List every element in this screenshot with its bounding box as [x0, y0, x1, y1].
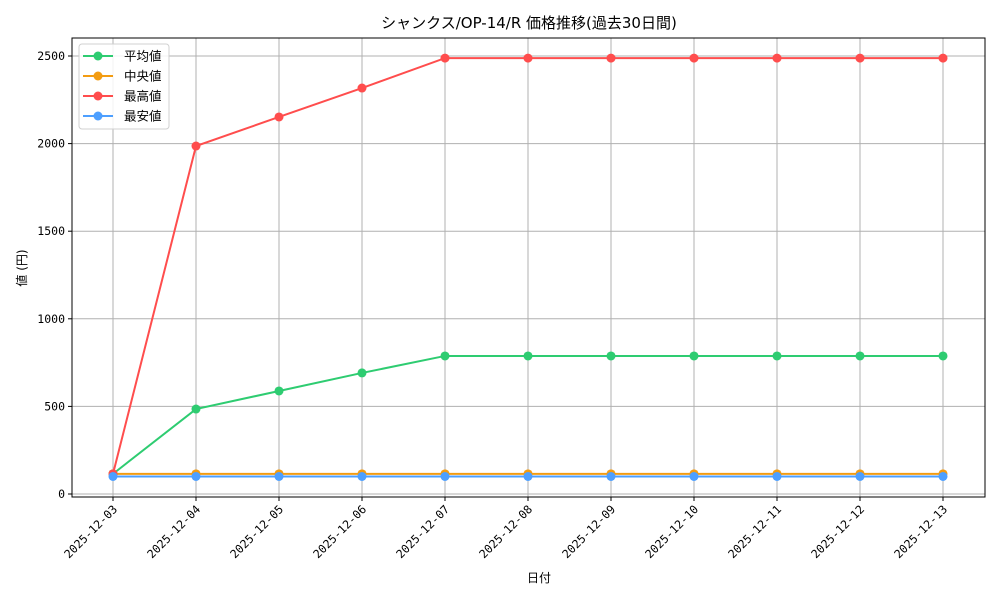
data-point [191, 471, 201, 481]
legend-marker-icon [93, 111, 103, 121]
data-point [772, 351, 782, 361]
series-3 [108, 471, 948, 481]
data-point [357, 83, 367, 93]
x-axis-label: 日付 [527, 571, 551, 585]
y-tick-label: 1500 [37, 224, 65, 238]
x-tick-label: 2025-12-11 [725, 502, 784, 561]
legend-label: 平均値 [124, 49, 162, 64]
data-point [772, 53, 782, 63]
x-tick-label: 2025-12-04 [144, 502, 203, 561]
y-tick-label: 500 [44, 399, 65, 413]
chart-title: シャンクス/OP-14/R 価格推移(過去30日間) [381, 14, 677, 32]
data-point [938, 351, 948, 361]
x-tick-label: 2025-12-05 [227, 502, 286, 561]
data-point [357, 368, 367, 378]
x-tick-label: 2025-12-10 [642, 502, 701, 561]
x-tick-label: 2025-12-09 [559, 502, 618, 561]
data-point [689, 351, 699, 361]
x-tick-label: 2025-12-06 [310, 502, 369, 561]
data-point [440, 471, 450, 481]
data-point [191, 141, 201, 151]
x-tick-label: 2025-12-08 [476, 502, 535, 561]
data-point [440, 351, 450, 361]
x-tick-label: 2025-12-07 [393, 502, 452, 561]
legend-item: 中央値 [83, 69, 162, 84]
legend-item: 最安値 [83, 109, 162, 124]
data-point [606, 53, 616, 63]
y-tick-label: 1000 [37, 312, 65, 326]
data-point [938, 471, 948, 481]
data-point [523, 351, 533, 361]
data-point [772, 471, 782, 481]
data-point [523, 53, 533, 63]
legend-marker-icon [93, 91, 103, 101]
legend-marker-icon [93, 51, 103, 61]
data-point [689, 471, 699, 481]
legend-label: 最安値 [124, 109, 162, 124]
data-point [440, 53, 450, 63]
data-point [274, 471, 284, 481]
legend-item: 最高値 [83, 89, 162, 104]
data-series [108, 53, 948, 481]
data-point [855, 471, 865, 481]
x-axis: 2025-12-03 2025-12-04 2025-12-05 2025-12-06… [61, 497, 950, 561]
data-point [938, 53, 948, 63]
data-point [523, 471, 533, 481]
legend-label: 中央値 [124, 69, 162, 84]
data-point [357, 471, 367, 481]
y-tick-label: 0 [58, 487, 65, 501]
y-axis-label: 値 (円) [14, 249, 29, 286]
legend-marker-icon [93, 71, 103, 81]
y-tick-label: 2000 [37, 137, 65, 151]
data-point [689, 53, 699, 63]
x-tick-label: 2025-12-03 [61, 502, 120, 561]
legend-item: 平均値 [83, 49, 162, 64]
x-tick-label: 2025-12-12 [808, 502, 867, 561]
x-tick-label: 2025-12-13 [891, 502, 950, 561]
data-point [855, 351, 865, 361]
data-point [191, 404, 201, 414]
data-point [108, 471, 118, 481]
y-tick-label: 2500 [37, 49, 65, 63]
grid-lines [72, 38, 985, 497]
y-axis: 0 500 1000 1500 2000 2500 [37, 49, 72, 501]
data-point [606, 471, 616, 481]
data-point [274, 112, 284, 122]
data-point [606, 351, 616, 361]
legend-label: 最高値 [124, 89, 162, 104]
data-point [855, 53, 865, 63]
data-point [274, 386, 284, 396]
